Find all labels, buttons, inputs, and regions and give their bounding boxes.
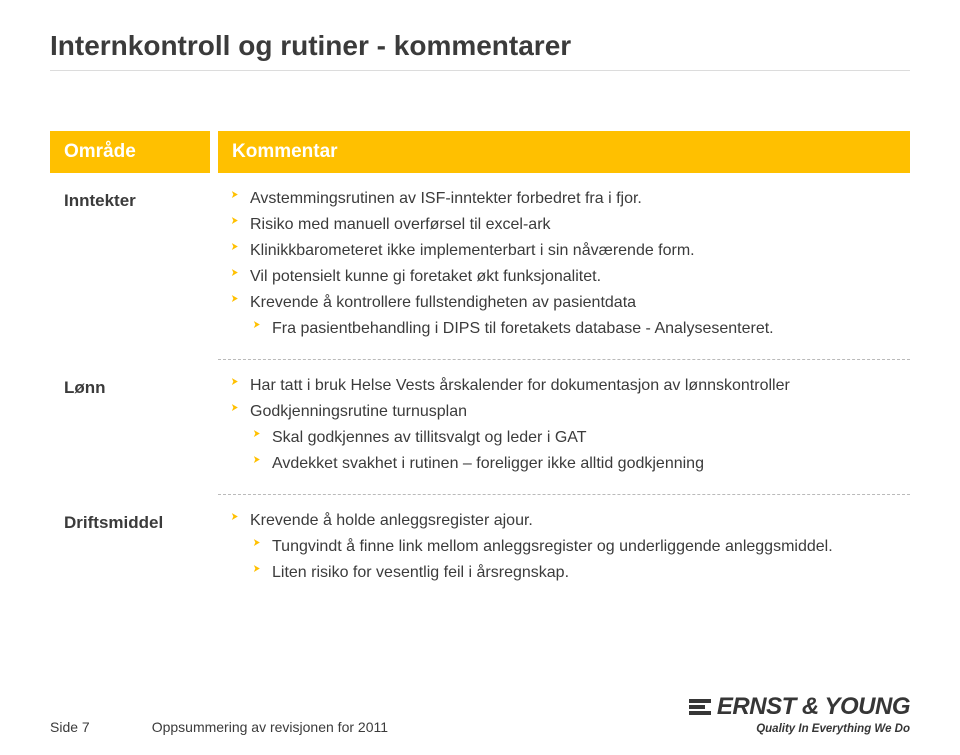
header-col-area: Område (50, 131, 210, 173)
list-item-text: Krevende å holde anleggsregister ajour. (250, 512, 533, 529)
table-row: Driftsmiddel Krevende å holde anleggsreg… (50, 495, 910, 603)
ey-logo-text: ERNST & YOUNG (717, 693, 910, 721)
footer-right: ERNST & YOUNG Quality In Everything We D… (689, 693, 910, 735)
list-item: Avstemmingsrutinen av ISF-inntekter forb… (228, 187, 900, 211)
page-number: Side 7 (50, 719, 90, 735)
row-label-lonn: Lønn (50, 360, 210, 495)
list-item: Klinikkbarometeret ikke implementerbart … (228, 239, 900, 263)
row-content: Krevende å holde anleggsregister ajour. … (218, 495, 910, 603)
table-row: Inntekter Avstemmingsrutinen av ISF-innt… (50, 173, 910, 360)
list-item: Krevende å kontrollere fullstendigheten … (228, 291, 900, 341)
document-title: Oppsummering av revisjonen for 2011 (152, 719, 388, 735)
ey-logo-icon (689, 696, 711, 718)
title-divider (50, 70, 910, 71)
page-title: Internkontroll og rutiner - kommentarer (50, 30, 910, 62)
header-col-comment: Kommentar (218, 131, 910, 173)
row-content: Har tatt i bruk Helse Vests årskalender … (218, 360, 910, 495)
table-row: Lønn Har tatt i bruk Helse Vests årskale… (50, 360, 910, 495)
list-item: Har tatt i bruk Helse Vests årskalender … (228, 374, 900, 398)
list-item-text: Krevende å kontrollere fullstendigheten … (250, 294, 636, 311)
list-item: Godkjenningsrutine turnusplan Skal godkj… (228, 400, 900, 476)
list-subitem: Liten risiko for vesentlig feil i årsreg… (250, 561, 900, 585)
list-subitem: Avdekket svakhet i rutinen – foreligger … (250, 452, 900, 476)
list-item: Vil potensielt kunne gi foretaket økt fu… (228, 265, 900, 289)
content-table: Område Kommentar Inntekter Avstemmingsru… (50, 131, 910, 603)
list-subitem: Fra pasientbehandling i DIPS til foretak… (250, 317, 900, 341)
list-item: Risiko med manuell overførsel til excel-… (228, 213, 900, 237)
list-item-text: Godkjenningsrutine turnusplan (250, 403, 467, 420)
table-header-row: Område Kommentar (50, 131, 910, 173)
ey-tagline: Quality In Everything We Do (689, 723, 910, 735)
row-content: Avstemmingsrutinen av ISF-inntekter forb… (218, 173, 910, 360)
row-label-driftsmiddel: Driftsmiddel (50, 495, 210, 603)
ey-logo: ERNST & YOUNG (689, 693, 910, 721)
list-subitem: Skal godkjennes av tillitsvalgt og leder… (250, 426, 900, 450)
footer-left: Side 7 Oppsummering av revisjonen for 20… (50, 719, 388, 735)
footer: Side 7 Oppsummering av revisjonen for 20… (50, 693, 910, 735)
list-item: Krevende å holde anleggsregister ajour. … (228, 509, 900, 585)
list-subitem: Tungvindt å finne link mellom anleggsreg… (250, 535, 900, 559)
row-label-inntekter: Inntekter (50, 173, 210, 360)
